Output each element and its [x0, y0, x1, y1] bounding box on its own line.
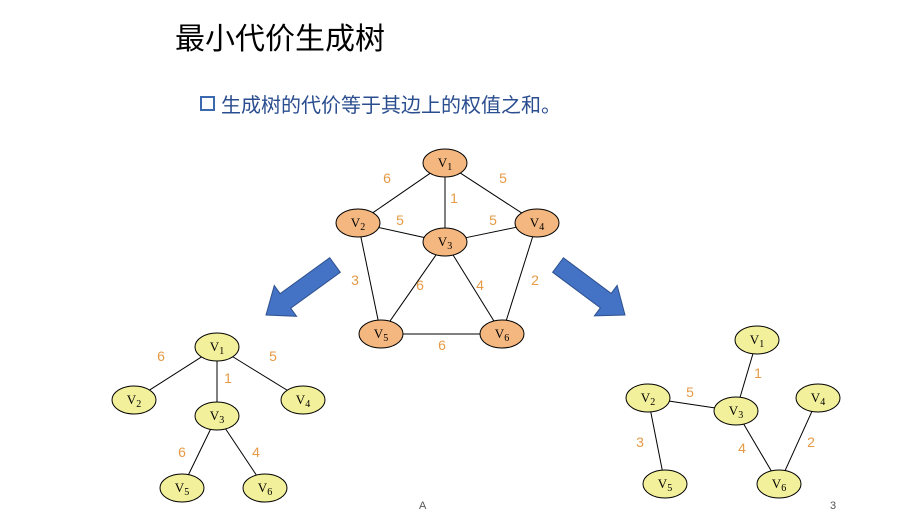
arrow-icon [266, 258, 340, 317]
graph-edge [466, 227, 516, 237]
edge-weight: 4 [738, 440, 746, 456]
edge-weight: 6 [157, 348, 165, 364]
arrow-icon [553, 258, 625, 316]
edge-weight: 6 [178, 444, 186, 460]
edge-weight: 4 [252, 444, 260, 460]
edge-weight: 1 [224, 370, 232, 386]
edge-weight: 5 [489, 212, 497, 228]
graph-edge [390, 255, 436, 321]
graph-edge [373, 173, 430, 212]
graph-edge [651, 412, 663, 470]
edge-weight: 4 [476, 277, 484, 293]
edge-weight: 6 [416, 277, 424, 293]
graph-edge [189, 429, 211, 474]
graph-edge [460, 173, 521, 213]
edge-weight: 2 [807, 434, 815, 450]
graph-edge [744, 424, 772, 471]
edge-weight: 5 [499, 170, 507, 186]
edge-weight: 1 [450, 190, 458, 206]
edge-weight: 6 [438, 337, 446, 353]
graph-edge [361, 237, 378, 320]
edge-weight: 2 [531, 272, 539, 288]
edge-weight: 3 [636, 434, 644, 450]
edge-weight: 5 [269, 348, 277, 364]
graph-edge [379, 228, 424, 238]
footer-left: A [419, 500, 426, 512]
graph-edge [740, 354, 753, 397]
edge-weight: 5 [396, 212, 404, 228]
diagram-canvas: 6515536426V1V2V3V4V5V665164V1V2V3V4V5V61… [0, 0, 920, 518]
footer-right: 3 [830, 500, 836, 512]
graph-edge [233, 357, 287, 391]
graph-edge [453, 255, 494, 321]
edge-weight: 6 [383, 170, 391, 186]
graph-edge [669, 401, 714, 408]
graph-edge [506, 237, 532, 321]
edge-weight: 3 [351, 272, 359, 288]
edge-weight: 5 [686, 384, 694, 400]
edge-weight: 1 [754, 365, 762, 381]
